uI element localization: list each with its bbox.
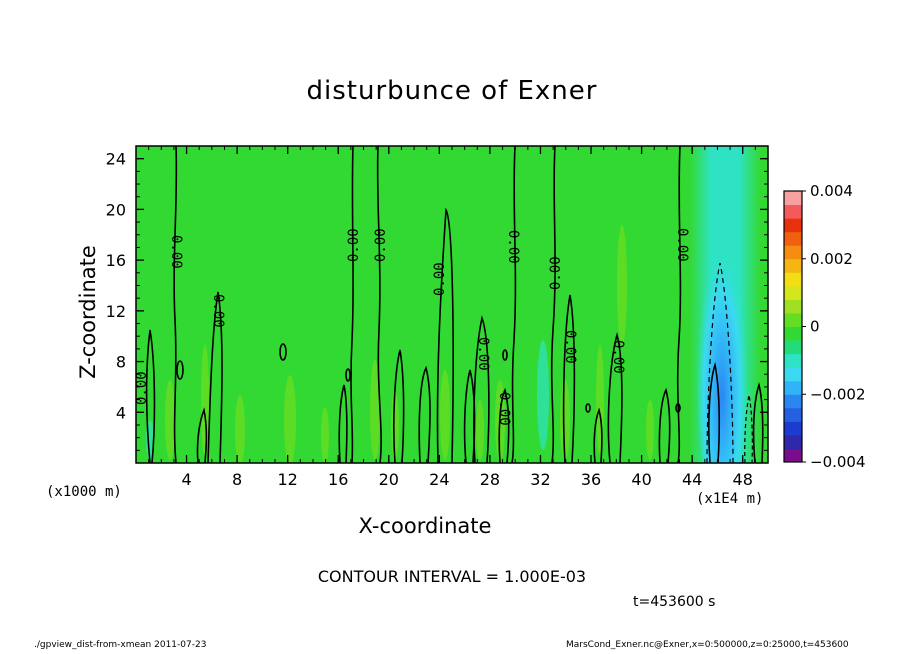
y-tick-label: 4 bbox=[116, 403, 126, 422]
contour-line-negative bbox=[744, 394, 753, 463]
time-text: t=453600 s bbox=[633, 594, 716, 610]
colorbar-swatch bbox=[784, 421, 802, 436]
x-unit-label: (x1000 m) bbox=[46, 484, 122, 500]
colorbar: 0.004 0.002 0 −0.002 −0.004 bbox=[783, 182, 866, 471]
x-tick-label: 12 bbox=[278, 470, 298, 489]
x-tick-label: 8 bbox=[232, 470, 242, 489]
contour-line bbox=[279, 343, 287, 361]
contour-line bbox=[463, 369, 476, 463]
contour-label: 0.00 bbox=[505, 230, 521, 264]
contour-label: 0.00 bbox=[475, 337, 491, 371]
x-tick-label: 36 bbox=[581, 470, 601, 489]
contour-line-negative bbox=[706, 262, 734, 463]
colorbar-swatch bbox=[784, 231, 802, 246]
colorbar-tick-label: −0.004 bbox=[810, 453, 866, 471]
contour-line bbox=[345, 368, 351, 382]
x-tick-label: 24 bbox=[429, 470, 449, 489]
x-tick-label: 44 bbox=[682, 470, 702, 489]
colorbar-swatch bbox=[784, 353, 802, 368]
colorbar-tick-label: 0.004 bbox=[810, 182, 853, 200]
colorbar-swatch bbox=[784, 407, 802, 422]
y-tick-label: 8 bbox=[116, 353, 126, 372]
colorbar-swatch bbox=[784, 299, 802, 314]
colorbar-swatch bbox=[784, 340, 802, 355]
contour-line bbox=[173, 146, 178, 463]
x-tick-label: 40 bbox=[631, 470, 651, 489]
colorbar-swatch bbox=[784, 312, 802, 327]
x-tick-label: 16 bbox=[328, 470, 348, 489]
contour-line bbox=[338, 384, 348, 463]
contour-line bbox=[393, 349, 405, 463]
contour-line bbox=[376, 146, 382, 463]
x-scale-label: (x1E4 m) bbox=[696, 491, 764, 507]
contour-label: 0.00 bbox=[373, 228, 389, 262]
colorbar-swatch bbox=[784, 326, 802, 341]
x-tick-label: 4 bbox=[181, 470, 191, 489]
contour-line bbox=[676, 146, 682, 463]
contour-line bbox=[585, 403, 591, 413]
y-tick-label: 24 bbox=[106, 150, 126, 169]
colorbar-swatch bbox=[784, 380, 802, 395]
contour-line bbox=[196, 407, 208, 463]
colorbar-swatch bbox=[784, 448, 802, 463]
colorbar-swatch bbox=[784, 285, 802, 300]
contour-line bbox=[593, 407, 603, 463]
colorbar-swatch bbox=[784, 367, 802, 382]
contour-label: 0.00 bbox=[496, 392, 512, 426]
x-tick-label: 32 bbox=[530, 470, 550, 489]
colorbar-tick-label: 0 bbox=[810, 318, 820, 336]
contour-line bbox=[145, 329, 156, 463]
y-tick-label: 12 bbox=[106, 302, 126, 321]
colorbar-swatch bbox=[784, 258, 802, 273]
contour-label: 0.00 bbox=[134, 371, 150, 405]
contour-line bbox=[436, 207, 454, 463]
heatmap-negative-anomaly bbox=[696, 210, 748, 463]
contour-label: 0.00 bbox=[432, 262, 448, 296]
contour-line bbox=[498, 387, 510, 463]
colorbar-swatch bbox=[784, 272, 802, 287]
contour-label: 0.00 bbox=[548, 256, 564, 290]
contour-label: 0.00 bbox=[562, 330, 578, 364]
colorbar-swatch bbox=[784, 218, 802, 233]
colorbar-swatch bbox=[784, 245, 802, 260]
contour-line bbox=[708, 361, 721, 463]
contour-label-group: 0.00 0.00 0.00 0.00 0.00 0.00 0.00 0.00 … bbox=[134, 228, 690, 426]
colorbar-swatch bbox=[784, 191, 802, 206]
footer-right: MarsCond_Exner.nc@Exner,x=0:500000,z=0:2… bbox=[566, 640, 849, 650]
contour-line bbox=[658, 387, 671, 463]
colorbar-swatch bbox=[784, 434, 802, 449]
x-axis-label: X-coordinate bbox=[358, 514, 492, 538]
chart-title: disturbunce of Exner bbox=[306, 76, 598, 106]
colorbar-tick-label: 0.002 bbox=[810, 250, 853, 268]
x-tick-label: 20 bbox=[379, 470, 399, 489]
colorbar-tick-label: −0.002 bbox=[810, 385, 866, 403]
contour-label: 0.00 bbox=[674, 228, 690, 262]
contour-line bbox=[418, 365, 431, 463]
contour-lines bbox=[145, 146, 764, 463]
contour-line bbox=[207, 291, 223, 463]
x-tick-label: 48 bbox=[733, 470, 753, 489]
contour-interval-text: CONTOUR INTERVAL = 1.000E-03 bbox=[317, 567, 587, 586]
contour-label: 0.00 bbox=[210, 294, 226, 328]
y-tick-label: 16 bbox=[106, 251, 126, 270]
contour-label: 0.00 bbox=[168, 235, 184, 269]
contour-label: 0.00 bbox=[610, 340, 626, 374]
contour-line bbox=[752, 382, 764, 463]
contour-line bbox=[176, 360, 184, 380]
x-tick-label: 28 bbox=[480, 470, 500, 489]
contour-line bbox=[675, 403, 681, 413]
y-tick-label: 20 bbox=[106, 200, 126, 219]
contour-line bbox=[511, 146, 517, 463]
colorbar-swatch bbox=[784, 394, 802, 409]
contour-line bbox=[350, 146, 354, 463]
contour-line bbox=[502, 349, 508, 361]
contour-line bbox=[550, 146, 556, 463]
contour-line bbox=[607, 332, 623, 463]
footer-left: ./gpview_dist-from-xmean 2011-07-23 bbox=[34, 640, 207, 650]
colorbar-swatch bbox=[784, 204, 802, 219]
contour-line bbox=[562, 294, 576, 463]
contour-label: 0.00 bbox=[346, 228, 362, 262]
